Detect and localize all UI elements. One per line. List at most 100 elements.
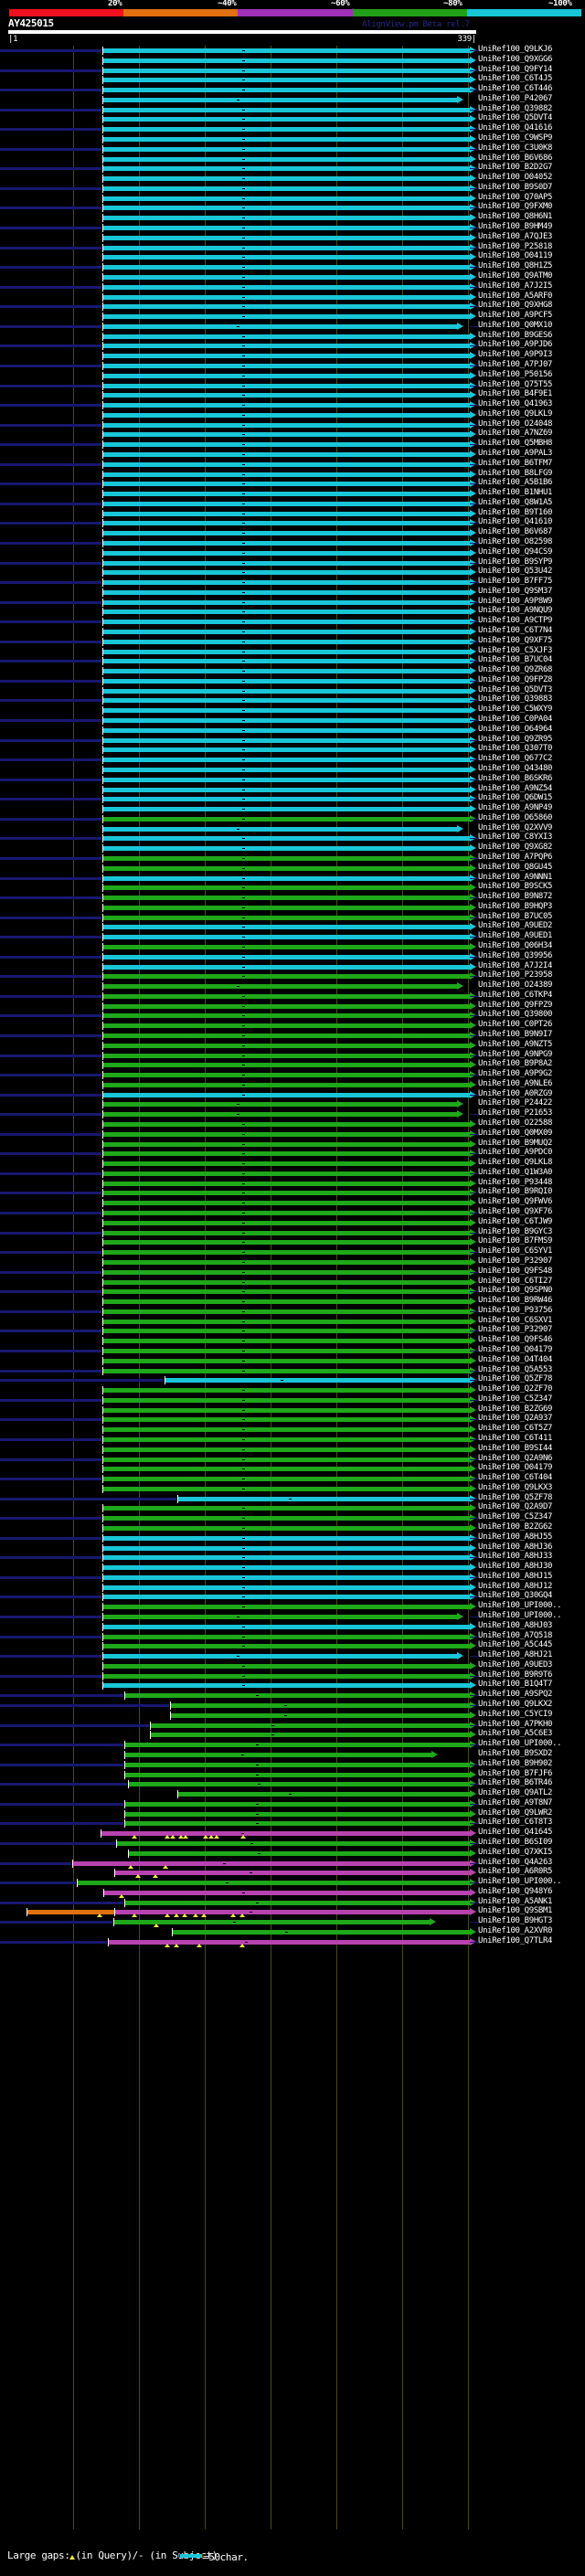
- hsp-segment-cyan[interactable]: [102, 541, 470, 546]
- hsp-segment-cyan[interactable]: [102, 758, 470, 763]
- hsp-segment-green[interactable]: [102, 1279, 470, 1285]
- hit-row[interactable]: UniRef100_A8HJ15: [0, 1572, 585, 1583]
- hit-row[interactable]: UniRef100_A9PCF5: [0, 311, 585, 322]
- hsp-segment-green[interactable]: [124, 1752, 431, 1757]
- hsp-segment-cyan[interactable]: [102, 767, 470, 772]
- hit-row[interactable]: UniRef100_C6T4J5: [0, 74, 585, 85]
- hit-row[interactable]: UniRef100_Q41616: [0, 123, 585, 134]
- hit-accession-label[interactable]: UniRef100_A7J2I5: [478, 281, 553, 291]
- hit-row[interactable]: UniRef100_Q2XVV9: [0, 823, 585, 834]
- hit-accession-label[interactable]: UniRef100_O04179: [478, 1463, 553, 1473]
- hsp-segment-cyan[interactable]: [102, 284, 470, 290]
- hsp-segment-cyan[interactable]: [102, 1624, 470, 1629]
- hit-accession-label[interactable]: UniRef100_UPI000..: [478, 1611, 562, 1621]
- hsp-segment-cyan[interactable]: [102, 747, 470, 753]
- hit-accession-label[interactable]: UniRef100_A6R0R5: [478, 1867, 553, 1877]
- hit-accession-label[interactable]: UniRef100_C5Z347: [478, 1394, 553, 1404]
- hit-accession-label[interactable]: UniRef100_O04052: [478, 173, 553, 183]
- hsp-segment-cyan[interactable]: [102, 964, 470, 970]
- hit-accession-label[interactable]: UniRef100_Q8H6N1: [478, 212, 553, 222]
- hit-row[interactable]: UniRef100_B9SI44: [0, 1444, 585, 1455]
- hsp-segment-cyan[interactable]: [102, 630, 470, 635]
- hsp-segment-green[interactable]: [102, 1034, 470, 1038]
- hit-row[interactable]: UniRef100_A8HJ03: [0, 1621, 585, 1632]
- hsp-segment-green[interactable]: [102, 1358, 470, 1363]
- hit-accession-label[interactable]: UniRef100_Q948Y6: [478, 1886, 553, 1896]
- hit-row[interactable]: UniRef100_Q5A553: [0, 1365, 585, 1376]
- hit-accession-label[interactable]: UniRef100_P24422: [478, 1098, 553, 1108]
- hsp-segment-green[interactable]: [102, 1417, 470, 1423]
- hit-accession-label[interactable]: UniRef100_Q9ATL2: [478, 1788, 553, 1798]
- hit-accession-label[interactable]: UniRef100_A9NLE6: [478, 1078, 553, 1088]
- hsp-segment-cyan[interactable]: [102, 550, 470, 556]
- hsp-segment-green[interactable]: [102, 944, 470, 949]
- hit-accession-label[interactable]: UniRef100_C0PA04: [478, 715, 553, 725]
- hit-row[interactable]: UniRef100_B2D2G7: [0, 163, 585, 174]
- hit-accession-label[interactable]: UniRef100_C6T411: [478, 1433, 553, 1443]
- hsp-segment-green[interactable]: [102, 855, 470, 861]
- hsp-segment-green[interactable]: [102, 1457, 470, 1462]
- hit-row[interactable]: UniRef100_A9P9I3: [0, 350, 585, 361]
- hit-row[interactable]: UniRef100_Q9LKL8: [0, 1158, 585, 1169]
- hit-accession-label[interactable]: UniRef100_P25818: [478, 241, 553, 251]
- hit-accession-label[interactable]: UniRef100_Q94CS9: [478, 546, 553, 557]
- hsp-segment-cyan[interactable]: [102, 373, 470, 378]
- hit-accession-label[interactable]: UniRef100_B9GES6: [478, 330, 553, 340]
- hit-accession-label[interactable]: UniRef100_A9P9I3: [478, 350, 553, 360]
- hit-accession-label[interactable]: UniRef100_Q2A937: [478, 1414, 553, 1424]
- hit-row[interactable]: UniRef100_B6V687: [0, 527, 585, 538]
- hit-row[interactable]: UniRef100_Q30GQ4: [0, 1591, 585, 1602]
- hit-row[interactable]: UniRef100_C6SXV1: [0, 1316, 585, 1327]
- hit-row[interactable]: UniRef100_Q8H6N1: [0, 212, 585, 223]
- hsp-segment-magenta[interactable]: [114, 1871, 470, 1876]
- hsp-segment-cyan[interactable]: [102, 58, 470, 63]
- hit-accession-label[interactable]: UniRef100_B7FF75: [478, 577, 553, 587]
- hsp-segment-green[interactable]: [102, 1644, 470, 1649]
- hit-row[interactable]: UniRef100_C6T8T3: [0, 1818, 585, 1829]
- hit-accession-label[interactable]: UniRef100_A9SPQ2: [478, 1690, 553, 1700]
- hsp-segment-magenta[interactable]: [108, 1939, 470, 1945]
- hit-row[interactable]: UniRef100_B9RQI0: [0, 1187, 585, 1198]
- hsp-segment-green[interactable]: [102, 1427, 470, 1433]
- hit-accession-label[interactable]: UniRef100_Q70AP5: [478, 192, 553, 202]
- hsp-segment-green[interactable]: [102, 1477, 470, 1482]
- hsp-segment-cyan[interactable]: [102, 206, 470, 211]
- hit-row[interactable]: UniRef100_C9WSP9: [0, 133, 585, 144]
- hit-accession-label[interactable]: UniRef100_P93756: [478, 1305, 553, 1315]
- hsp-segment-cyan[interactable]: [102, 78, 470, 83]
- hit-accession-label[interactable]: UniRef100_Q9XGG6: [478, 54, 553, 64]
- hit-accession-label[interactable]: UniRef100_A9PAL3: [478, 448, 553, 458]
- hsp-segment-cyan[interactable]: [102, 472, 470, 477]
- hit-accession-label[interactable]: UniRef100_A9CTP9: [478, 616, 553, 626]
- hit-row[interactable]: UniRef100_Q9ATM0: [0, 271, 585, 282]
- hit-row[interactable]: UniRef100_A8HJ33: [0, 1552, 585, 1563]
- hsp-segment-green[interactable]: [102, 1516, 470, 1521]
- hit-accession-label[interactable]: UniRef100_C6T404: [478, 1473, 553, 1483]
- hit-row[interactable]: UniRef100_Q9XGG6: [0, 54, 585, 66]
- hit-row[interactable]: UniRef100_B9HM49: [0, 222, 585, 233]
- hit-accession-label[interactable]: UniRef100_A9UED3: [478, 1659, 553, 1670]
- hsp-segment-green[interactable]: [124, 1762, 470, 1767]
- hsp-segment-green[interactable]: [102, 1368, 470, 1373]
- hsp-segment-green[interactable]: [102, 1082, 470, 1087]
- hit-accession-label[interactable]: UniRef100_P50156: [478, 369, 553, 379]
- hit-row[interactable]: UniRef100_Q9LKJ6: [0, 45, 585, 56]
- hsp-segment-cyan[interactable]: [177, 1496, 470, 1501]
- hsp-segment-green[interactable]: [102, 1259, 470, 1265]
- hsp-segment-cyan[interactable]: [102, 412, 470, 418]
- hit-accession-label[interactable]: UniRef100_Q75T55: [478, 379, 553, 389]
- hsp-segment-green[interactable]: [102, 1230, 470, 1235]
- hit-accession-label[interactable]: UniRef100_C6T5Z7: [478, 1424, 553, 1434]
- hit-row[interactable]: UniRef100_Q39956: [0, 951, 585, 962]
- hsp-segment-green[interactable]: [102, 1615, 457, 1620]
- hsp-segment-cyan[interactable]: [102, 492, 470, 497]
- hsp-segment-cyan[interactable]: [102, 274, 470, 280]
- hsp-segment-cyan[interactable]: [102, 422, 470, 428]
- hsp-segment-cyan[interactable]: [102, 935, 470, 940]
- hit-row[interactable]: UniRef100_O4T404: [0, 1355, 585, 1366]
- hit-accession-label[interactable]: UniRef100_B8LFG9: [478, 468, 553, 478]
- hit-row[interactable]: UniRef100_Q0MX10: [0, 321, 585, 332]
- hit-accession-label[interactable]: UniRef100_Q9XF75: [478, 635, 553, 645]
- hit-accession-label[interactable]: UniRef100_B6TR46: [478, 1778, 553, 1788]
- hit-row[interactable]: UniRef100_P50156: [0, 369, 585, 381]
